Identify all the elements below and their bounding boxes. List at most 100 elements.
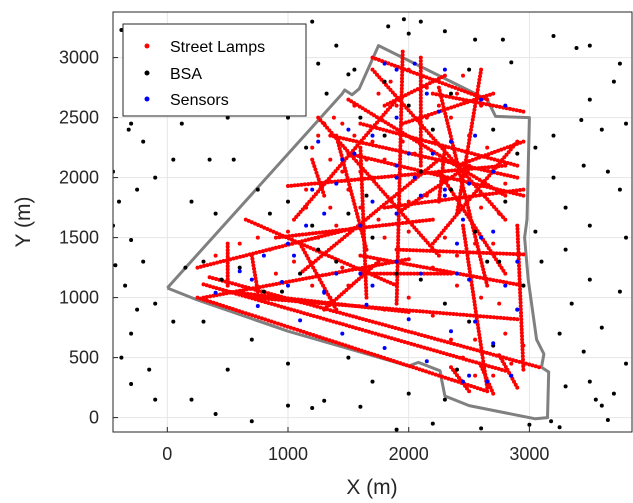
street-lamp-point <box>462 189 467 194</box>
street-lamp-point <box>374 305 379 310</box>
street-lamp-point <box>386 205 390 210</box>
street-lamp-point <box>247 312 251 317</box>
street-lamp-point <box>375 271 380 276</box>
street-lamp-point <box>515 317 520 322</box>
street-lamp-point <box>477 336 482 340</box>
street-lamp-point <box>458 343 463 348</box>
street-lamp-point <box>418 106 423 111</box>
street-lamp-point <box>246 218 251 223</box>
street-lamp-point <box>527 362 532 367</box>
street-lamp-point <box>364 141 369 146</box>
street-lamp-point <box>428 248 432 253</box>
bsa-point <box>280 289 284 294</box>
street-lamp-point <box>324 272 328 277</box>
street-lamp-point <box>471 181 476 186</box>
street-lamp-point <box>426 170 431 175</box>
street-lamp-point <box>365 123 369 128</box>
street-lamp-point <box>388 87 393 92</box>
street-lamp-point <box>446 145 451 150</box>
street-lamp-point <box>428 271 433 276</box>
street-lamp-point <box>464 313 469 318</box>
street-lamp-point <box>386 161 390 166</box>
street-lamp-point <box>351 198 356 203</box>
street-lamp-point <box>521 193 526 198</box>
street-lamp-point <box>461 174 466 179</box>
bsa-point <box>310 223 315 228</box>
street-lamp-point <box>387 146 392 151</box>
x-tick-label: 2000 <box>389 444 429 464</box>
street-lamp-point <box>302 182 307 187</box>
sensor-point <box>394 163 399 168</box>
street-lamp-point <box>367 329 371 334</box>
street-lamp-point <box>410 135 415 140</box>
street-lamp-point <box>426 146 431 151</box>
street-lamp-point <box>409 172 414 177</box>
street-lamp-point <box>481 250 486 255</box>
street-lamp-point <box>452 215 457 220</box>
street-lamp-point <box>380 223 385 228</box>
street-lamp-point <box>418 123 423 128</box>
street-lamp-point <box>468 273 473 278</box>
street-lamp-point <box>455 103 460 108</box>
street-lamp-point <box>364 288 369 293</box>
street-lamp-point <box>231 256 236 261</box>
bsa-point <box>430 127 435 132</box>
street-lamp-point <box>481 314 486 319</box>
street-lamp-point <box>401 307 406 312</box>
sensor-point <box>467 277 472 282</box>
bsa-point <box>430 421 435 426</box>
street-lamp-point <box>516 247 521 251</box>
street-lamp-point <box>485 283 490 288</box>
bsa-point <box>617 187 622 192</box>
street-lamp-point <box>211 285 216 290</box>
street-lamp-point <box>496 366 501 371</box>
street-lamp-point <box>387 306 392 311</box>
street-lamp-point <box>501 268 506 273</box>
street-lamp-point <box>366 350 371 355</box>
street-lamp-point <box>349 192 354 197</box>
street-lamp-point <box>418 140 423 144</box>
street-lamp-point <box>488 92 492 97</box>
street-lamp-point <box>397 96 402 101</box>
street-lamp-point <box>274 282 279 286</box>
street-lamp-point <box>511 252 516 256</box>
bsa-point <box>479 426 484 431</box>
street-lamp-point <box>467 163 472 168</box>
street-lamp-point <box>342 166 347 171</box>
street-lamp-point <box>439 172 444 177</box>
street-lamp-point <box>326 292 331 297</box>
street-lamp-point <box>255 235 260 240</box>
street-lamp-point <box>361 208 365 213</box>
street-lamp-point <box>304 205 309 210</box>
bsa-point <box>624 235 628 240</box>
bsa-point <box>473 37 478 42</box>
area-boundary <box>166 44 551 421</box>
street-lamp-point <box>310 145 315 150</box>
bsa-point <box>179 121 184 126</box>
bsa-point <box>442 397 447 402</box>
y-tick-label: 0 <box>89 408 99 428</box>
street-lamp-point <box>491 278 496 283</box>
street-lamp-point <box>498 171 503 176</box>
bsa-point <box>611 391 616 396</box>
street-lamp-point <box>455 208 460 213</box>
street-lamp-point <box>304 187 309 192</box>
street-lamp-point <box>434 159 439 164</box>
street-lamp-point <box>240 310 245 315</box>
street-lamp-point <box>367 318 372 323</box>
sensor-point <box>479 235 484 240</box>
street-lamp-point <box>286 184 290 188</box>
street-lamp-point <box>376 332 381 337</box>
street-lamp-point <box>400 139 405 144</box>
street-lamp-point <box>411 248 416 253</box>
bsa-point <box>406 31 411 36</box>
street-lamp-point <box>377 75 382 80</box>
street-lamp-point <box>436 253 441 258</box>
street-lamp-point <box>313 235 318 240</box>
street-lamp-point <box>418 99 423 104</box>
bsa-point <box>599 127 604 132</box>
street-lamp-point <box>427 370 432 375</box>
street-lamp-point <box>421 74 426 79</box>
street-lamp-point <box>489 151 494 155</box>
street-lamp-point <box>340 265 345 270</box>
